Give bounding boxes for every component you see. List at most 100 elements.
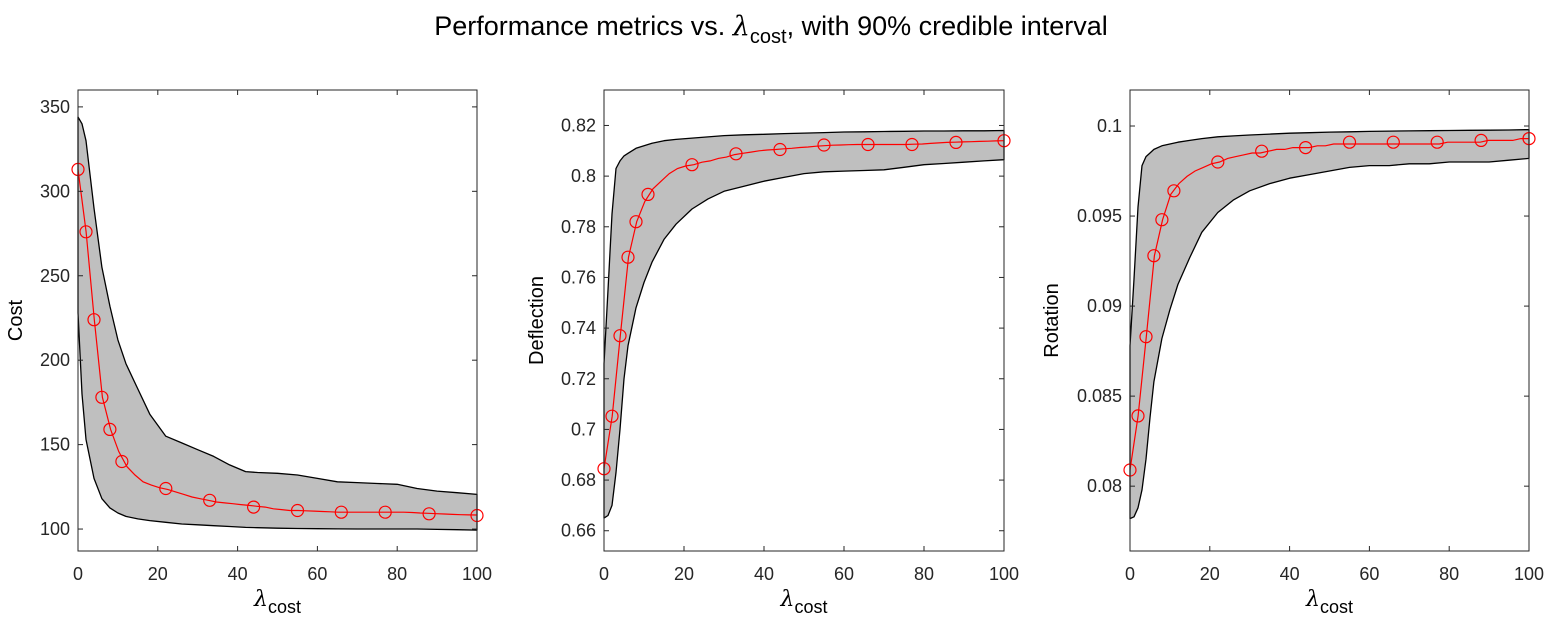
x-tick-label: 100 — [1514, 564, 1544, 584]
y-tick-label: 0.095 — [1077, 206, 1122, 226]
data-point-marker — [641, 187, 655, 201]
x-tick-label: 20 — [148, 564, 168, 584]
chart-panel-3: 0 20 40 60 80 100 0.08 0.085 0.09 0.095 0.1 λcost Ro… — [1041, 89, 1544, 617]
data-point-marker — [290, 503, 305, 518]
chart-panel-1: 0 20 40 60 80 100 100 150 200 250 300 350 λcost Cost — [5, 89, 492, 617]
x-axis-label: λcost — [780, 587, 828, 617]
data-point-marker — [1211, 155, 1225, 169]
figure-title-symbol: λ — [732, 11, 750, 42]
x-tick-label: 0 — [599, 564, 609, 584]
data-point-marker — [1155, 213, 1169, 227]
data-point-marker — [1139, 330, 1153, 344]
y-axis-label: Cost — [5, 299, 27, 341]
median-line — [77, 169, 478, 516]
x-axis-label-subscript: cost — [794, 597, 827, 617]
x-axis-label-symbol: λ — [780, 587, 795, 612]
plots-group: 0 20 40 60 80 100100150200250300350λcostCost0… — [5, 89, 1544, 617]
x-tick-label: 60 — [307, 564, 327, 584]
data-point-marker — [1298, 141, 1313, 155]
x-tick-label: 40 — [228, 564, 248, 584]
axes-box — [1129, 89, 1530, 552]
data-point-marker — [1131, 409, 1145, 423]
y-tick-label: 0.09 — [1087, 296, 1122, 316]
x-tick-label: 0 — [1125, 564, 1135, 584]
y-tick-label: 300 — [40, 181, 70, 201]
axes-box — [77, 89, 478, 552]
data-point-marker — [1167, 184, 1181, 198]
y-tick-label: 0.8 — [571, 166, 596, 186]
y-tick-label: 100 — [40, 519, 70, 539]
x-axis-label: λcost — [253, 587, 301, 617]
y-tick-label: 150 — [40, 435, 70, 455]
y-tick-label: 0.72 — [561, 369, 596, 389]
data-point-marker — [605, 409, 619, 423]
chart-panel-2: 0 20 40 60 80 100 0.66 0.68 0.7 0.72 0.74 0.76 0.78 0… — [526, 89, 1019, 617]
data-point-marker — [621, 250, 635, 264]
data-point-marker — [773, 142, 787, 157]
data-point-marker — [1147, 249, 1161, 263]
y-tick-label: 0.68 — [561, 470, 596, 490]
data-point-marker — [422, 507, 436, 521]
x-tick-label: 0 — [73, 564, 83, 584]
y-tick-label: 0.085 — [1077, 386, 1122, 406]
x-tick-label: 40 — [1280, 564, 1300, 584]
y-tick-label: 250 — [40, 266, 70, 286]
data-point-marker — [1430, 135, 1444, 149]
data-point-marker — [613, 329, 627, 343]
data-point-marker — [1342, 135, 1357, 149]
data-point-marker — [115, 454, 129, 469]
x-axis-label-subscript: cost — [268, 597, 301, 617]
data-point-marker — [159, 481, 173, 496]
median-line — [1129, 138, 1529, 471]
y-tick-label: 0.66 — [561, 521, 596, 541]
data-point-marker — [685, 158, 699, 172]
x-tick-label: 80 — [387, 564, 407, 584]
data-point-marker — [378, 505, 392, 519]
data-point-marker — [1255, 144, 1269, 158]
x-axis-label-subscript: cost — [1320, 597, 1353, 617]
y-tick-label: 0.74 — [561, 318, 596, 338]
y-axis-label: Rotation — [1041, 283, 1063, 358]
x-tick-label: 20 — [674, 564, 694, 584]
data-point-marker — [95, 390, 109, 404]
x-tick-label: 20 — [1200, 564, 1220, 584]
data-point-marker — [729, 147, 743, 161]
x-tick-label: 80 — [1439, 564, 1459, 584]
data-point-marker — [905, 137, 919, 152]
y-tick-label: 350 — [40, 97, 70, 117]
x-tick-label: 80 — [914, 564, 934, 584]
y-tick-label: 0.76 — [561, 267, 596, 287]
data-point-marker — [203, 493, 217, 507]
data-point-marker — [79, 225, 93, 239]
data-point-marker — [103, 422, 117, 436]
data-point-marker — [629, 215, 643, 229]
x-axis-label-symbol: λ — [1305, 587, 1320, 612]
y-tick-label: 200 — [40, 350, 70, 370]
data-point-marker — [949, 135, 963, 149]
figure-title-subscript: cost — [750, 26, 787, 48]
data-point-marker — [817, 138, 831, 152]
data-point-marker — [334, 505, 348, 519]
data-point-marker — [861, 137, 875, 152]
x-axis-label-symbol: λ — [253, 587, 268, 612]
x-tick-label: 100 — [989, 564, 1019, 584]
figure-title: Performance metrics vs. λcost, with 90% … — [434, 11, 1108, 48]
data-point-marker — [87, 313, 101, 327]
data-point-marker — [1474, 133, 1488, 147]
median-line — [603, 140, 1005, 469]
y-tick-label: 0.08 — [1087, 476, 1122, 496]
x-tick-label: 40 — [754, 564, 774, 584]
x-axis-label: λcost — [1305, 587, 1353, 617]
y-axis-label: Deflection — [526, 276, 548, 365]
y-tick-label: 0.82 — [561, 115, 596, 135]
data-point-marker — [1386, 135, 1400, 149]
x-tick-label: 60 — [834, 564, 854, 584]
x-tick-label: 100 — [462, 564, 492, 584]
data-point-marker — [247, 500, 261, 514]
y-tick-label: 0.78 — [561, 217, 596, 237]
y-tick-label: 0.7 — [571, 419, 596, 439]
x-tick-label: 60 — [1359, 564, 1379, 584]
figure-title-suffix: , with 90% credible interval — [787, 11, 1108, 41]
y-tick-label: 0.1 — [1097, 116, 1122, 136]
